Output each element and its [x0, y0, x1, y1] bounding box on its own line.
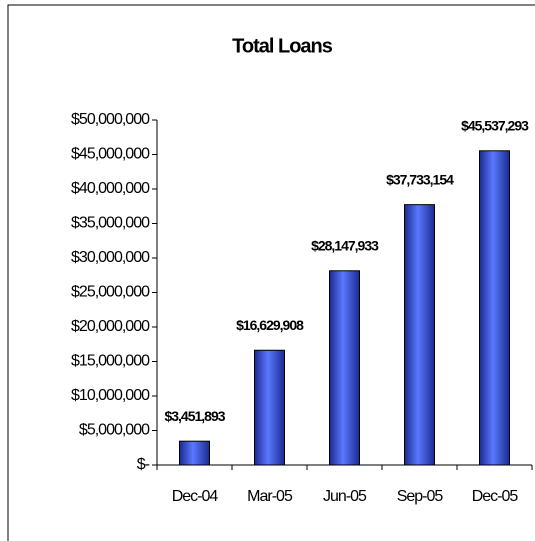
y-tick-label: $35,000,000: [71, 215, 150, 232]
x-tick-label: Sep-05: [397, 488, 444, 505]
bar: [179, 440, 210, 466]
y-tick-label: $15,000,000: [71, 353, 150, 370]
bar: [254, 349, 285, 466]
y-tick-label: $5,000,000: [79, 422, 150, 439]
bar: [404, 204, 435, 466]
x-tick-label: Dec-05: [472, 488, 519, 505]
chart-title: Total Loans: [232, 35, 333, 57]
y-tick-label: $20,000,000: [71, 318, 150, 335]
data-label: $45,537,293: [461, 117, 529, 133]
y-tick-label: $50,000,000: [71, 111, 150, 128]
bar: [329, 270, 360, 466]
y-tick-label: $10,000,000: [71, 387, 150, 404]
bar: [479, 150, 510, 466]
y-tick-label: $30,000,000: [71, 249, 150, 266]
y-tick-label: $25,000,000: [71, 284, 150, 301]
x-tick-label: Mar-05: [247, 488, 293, 505]
data-label: $16,629,908: [236, 317, 304, 333]
data-label: $37,733,154: [386, 171, 454, 187]
y-tick-label: $-: [137, 456, 150, 473]
x-tick-label: Dec-04: [172, 488, 219, 505]
y-tick-label: $40,000,000: [71, 180, 150, 197]
data-label: $28,147,933: [311, 237, 379, 253]
x-tick-label: Jun-05: [323, 488, 367, 505]
data-label: $3,451,893: [164, 408, 225, 424]
y-tick-label: $45,000,000: [71, 146, 150, 163]
